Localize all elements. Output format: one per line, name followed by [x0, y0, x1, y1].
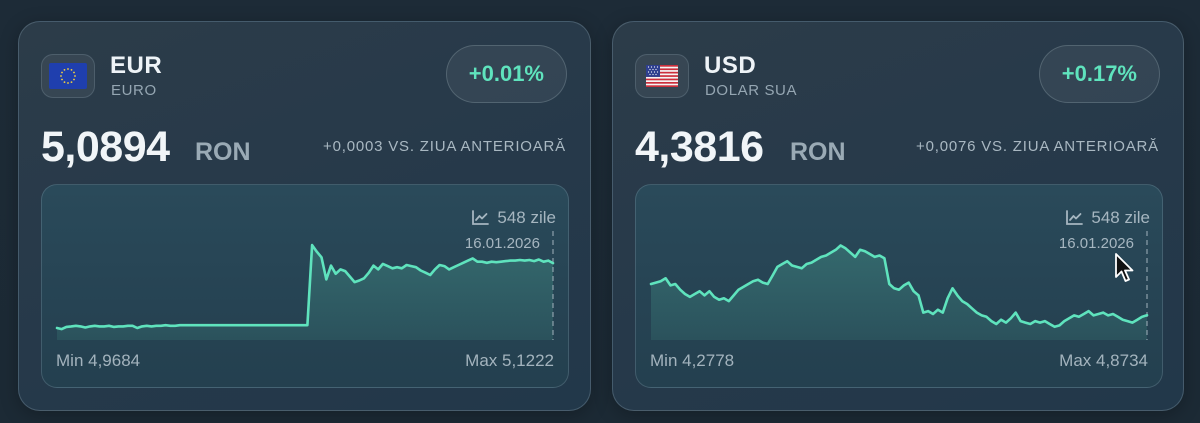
rate-unit: RON: [195, 138, 251, 166]
change-percent-badge: +0.17%: [1038, 45, 1160, 103]
currency-card-usd[interactable]: USD DOLAR SUA +0.17% 4,3816 RON +0,0076 …: [612, 21, 1184, 411]
exchange-rate: 4,3816: [635, 123, 764, 171]
rate-unit: RON: [790, 138, 846, 166]
min-value: Min 4,2778: [650, 351, 735, 370]
chart-area: [57, 245, 553, 340]
currency-code: USD: [704, 52, 757, 79]
last-date: 16.01.2026: [464, 235, 540, 252]
daily-delta: +0,0003 VS. ZIUA ANTERIOARĂ: [323, 138, 566, 155]
line-chart-icon: [1066, 210, 1084, 225]
last-date: 16.01.2026: [1058, 235, 1134, 252]
min-value: Min 4,9684: [56, 351, 141, 370]
currency-card-eur[interactable]: EUR EURO +0.01% 5,0894 RON +0,0003 VS. Z…: [18, 21, 591, 411]
change-percent-badge: +0.01%: [445, 45, 567, 103]
currency-name: DOLAR SUA: [705, 82, 798, 99]
chart-line: [649, 244, 1149, 329]
mouse-cursor-icon: [1115, 253, 1134, 282]
rate-chart[interactable]: 548 zile 16.01.2026 Min 4,9684 Max 5,122…: [41, 184, 569, 388]
currency-name: EURO: [111, 82, 157, 99]
period-indicator: 548 zile: [471, 208, 556, 228]
eu-flag-icon: [41, 54, 95, 98]
exchange-rate: 5,0894: [41, 123, 170, 171]
max-value: Max 5,1222: [465, 351, 554, 370]
period-indicator: 548 zile: [1065, 208, 1150, 228]
currency-code: EUR: [110, 52, 163, 79]
line-chart-icon: [472, 210, 490, 225]
daily-delta: +0,0076 VS. ZIUA ANTERIOARĂ: [916, 138, 1159, 155]
rate-chart[interactable]: 548 zile 16.01.2026 Min 4,2778 Max 4,873…: [635, 184, 1163, 388]
us-flag-icon: [635, 54, 689, 98]
chart-line: [55, 243, 555, 331]
period-label: 548 zile: [497, 208, 556, 227]
max-value: Max 4,8734: [1059, 351, 1148, 370]
period-label: 548 zile: [1091, 208, 1150, 227]
chart-area: [651, 245, 1147, 340]
rate-chart-plot[interactable]: [42, 185, 569, 388]
rate-chart-plot[interactable]: [636, 185, 1163, 388]
